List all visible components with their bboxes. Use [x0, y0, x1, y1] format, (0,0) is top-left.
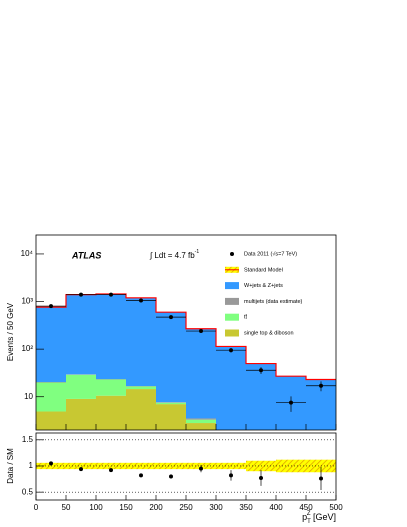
stack-segment: [246, 452, 276, 455]
lumi-label: ∫ Ldt = 4.7 fb-1: [149, 249, 199, 260]
legend-marker: [230, 252, 234, 256]
stack-segment: [186, 419, 216, 424]
x-tick-label: 500: [329, 503, 343, 512]
ratio-point: [199, 466, 203, 471]
legend-swatch: [225, 329, 239, 337]
x-tick-label: 150: [119, 503, 133, 512]
stack-segment: [186, 418, 216, 420]
stack-segment: [66, 374, 96, 399]
data-point: [49, 304, 53, 309]
x-tick-label: 50: [62, 503, 71, 512]
data-point: [229, 348, 233, 353]
x-tick-label: 100: [89, 503, 103, 512]
x-tick-label: 400: [269, 503, 283, 512]
ratio-point: [229, 473, 233, 478]
stack-segment: [126, 389, 156, 430]
x-tick-label: 200: [149, 503, 163, 512]
stack-segment: [246, 363, 276, 430]
atlas-label: ATLAS: [71, 250, 101, 260]
data-point: [169, 315, 173, 320]
stack-segment: [156, 402, 186, 403]
y-tick-label: 10⁴: [21, 249, 34, 258]
stack-segment: [156, 404, 186, 430]
stack-segment: [276, 376, 306, 430]
legend-label: multijets (data estimate): [244, 299, 303, 305]
legend-swatch: [225, 282, 239, 290]
stack-segment: [216, 449, 246, 459]
data-point: [289, 400, 293, 405]
y-tick-label: 10: [24, 392, 33, 401]
ratio-y-axis-label: Data / SM: [6, 448, 15, 484]
legend-swatch: [225, 297, 239, 305]
data-point: [139, 298, 143, 303]
stack-segment: [216, 447, 246, 449]
stack-segment: [126, 386, 156, 390]
legend-label: W+jets & Z+jets: [244, 283, 283, 289]
y-tick-label: 1: [29, 461, 34, 470]
stack-segment: [96, 395, 126, 430]
stack-segment: [96, 379, 126, 396]
stack-segment: [186, 328, 216, 419]
stack-segment: [306, 379, 336, 430]
stack: [36, 292, 336, 459]
x-tick-label: 450: [299, 503, 313, 512]
x-tick-label: 300: [209, 503, 223, 512]
stack-segment: [96, 293, 126, 380]
stack-segment: [216, 346, 246, 430]
ratio-point: [139, 473, 143, 478]
y-tick-label: 10³: [21, 297, 33, 306]
x-tick-label: 350: [239, 503, 253, 512]
stack-segment: [66, 294, 96, 375]
legend-label: Standard Model: [244, 267, 283, 273]
data-point: [79, 292, 83, 297]
x-tick-label: 250: [179, 503, 193, 512]
legend-swatch: [225, 313, 239, 321]
y-tick-label: 0.5: [22, 487, 34, 496]
ratio-point: [109, 468, 113, 473]
stack-segment: [186, 423, 216, 430]
stack-segment: [156, 312, 186, 403]
y-tick-label: 10²: [21, 344, 33, 353]
legend-label: Data 2011 (√s=7 TeV): [244, 250, 297, 257]
legend-label: single top & diboson: [244, 330, 294, 336]
x-axis-label: pTZ [GeV]: [302, 511, 336, 525]
ratio-area: [36, 459, 336, 491]
ratio-point: [49, 461, 53, 466]
ratio-point: [169, 474, 173, 479]
stack-segment: [36, 381, 66, 383]
stack-segment: [126, 297, 156, 387]
y-tick-label: 1.5: [22, 435, 34, 444]
ratio-point: [319, 476, 323, 481]
data-point: [259, 368, 263, 373]
ratio-point: [259, 476, 263, 481]
ratio-point: [79, 467, 83, 472]
stack-segment: [66, 398, 96, 430]
data-point: [199, 329, 203, 334]
stack-segment: [36, 307, 66, 382]
y-axis-label: Events / 50 GeV: [6, 302, 15, 361]
data-point: [109, 292, 113, 297]
stack-segment: [156, 402, 186, 405]
stack-segment: [36, 411, 66, 430]
legend-label: tt̄: [244, 314, 248, 321]
x-tick-label: 0: [34, 503, 39, 512]
data-point: [319, 383, 323, 388]
